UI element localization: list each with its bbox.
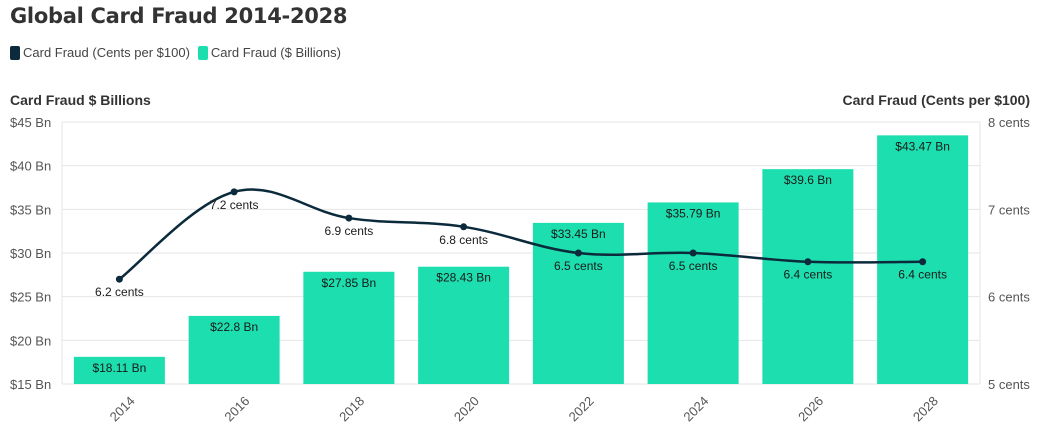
- bar[interactable]: [303, 271, 395, 384]
- left-tick-label: $15 Bn: [10, 377, 51, 392]
- legend-swatch-billions: [197, 45, 208, 60]
- line-data-label: 6.9 cents: [325, 224, 374, 238]
- bar-data-label: $27.85 Bn: [322, 276, 377, 290]
- line-point[interactable]: [919, 258, 927, 266]
- bar-data-label: $35.79 Bn: [666, 206, 721, 220]
- right-tick-label: 6 cents: [988, 290, 1030, 305]
- line-data-label: 7.2 cents: [210, 198, 259, 212]
- line-data-label: 6.5 cents: [669, 259, 718, 273]
- line-data-label: 6.8 cents: [439, 233, 488, 247]
- chart-title: Global Card Fraud 2014-2028: [10, 4, 348, 28]
- right-axis-title: Card Fraud (Cents per $100): [842, 92, 1031, 108]
- legend-swatch-cents: [10, 45, 20, 60]
- left-tick-label: $30 Bn: [10, 246, 51, 261]
- x-tick-label: 2018: [336, 393, 367, 424]
- x-tick-label: 2024: [680, 393, 711, 424]
- line-data-label: 6.5 cents: [554, 259, 603, 273]
- x-tick-label: 2014: [107, 393, 138, 424]
- line-point[interactable]: [804, 258, 812, 266]
- right-tick-label: 7 cents: [988, 202, 1030, 217]
- line-point[interactable]: [460, 223, 468, 231]
- x-tick-label: 2028: [910, 393, 941, 424]
- bar-data-label: $18.11 Bn: [92, 361, 146, 375]
- bar[interactable]: [762, 169, 854, 384]
- x-tick-label: 2016: [221, 393, 252, 424]
- left-tick-label: $35 Bn: [10, 202, 51, 217]
- bar-data-label: $22.8 Bn: [210, 320, 258, 334]
- line-point[interactable]: [574, 249, 582, 257]
- legend-item-billions[interactable]: Card Fraud ($ Billions): [197, 45, 341, 60]
- legend-item-cents[interactable]: Card Fraud (Cents per $100): [10, 45, 190, 60]
- line-data-label: 6.2 cents: [95, 285, 144, 299]
- left-axis-title: Card Fraud $ Billions: [10, 92, 151, 108]
- bar[interactable]: [188, 315, 280, 384]
- bar-data-label: $39.6 Bn: [784, 173, 832, 187]
- line-data-label: 6.4 cents: [898, 268, 947, 282]
- bar[interactable]: [647, 202, 739, 384]
- bar-data-label: $43.47 Bn: [895, 139, 950, 153]
- x-tick-label: 2022: [566, 393, 597, 424]
- line-point[interactable]: [230, 188, 238, 196]
- line-point[interactable]: [345, 214, 353, 222]
- legend: Card Fraud (Cents per $100) Card Fraud (…: [10, 45, 349, 60]
- x-tick-label: 2020: [451, 393, 482, 424]
- bar[interactable]: [73, 356, 165, 384]
- line-data-label: 6.4 cents: [784, 268, 833, 282]
- left-tick-label: $25 Bn: [10, 290, 51, 305]
- x-tick-label: 2026: [795, 393, 826, 424]
- bar-data-label: $33.45 Bn: [551, 227, 606, 241]
- legend-label-cents: Card Fraud (Cents per $100): [23, 45, 190, 60]
- line-point[interactable]: [115, 275, 123, 283]
- left-tick-label: $40 Bn: [10, 159, 51, 174]
- bar-data-label: $28.43 Bn: [436, 271, 491, 285]
- left-tick-label: $45 Bn: [10, 115, 51, 130]
- right-tick-label: 8 cents: [988, 115, 1030, 130]
- line-point[interactable]: [689, 249, 697, 257]
- bar[interactable]: [418, 266, 510, 384]
- left-tick-label: $20 Bn: [10, 333, 51, 348]
- legend-label-billions: Card Fraud ($ Billions): [210, 45, 341, 60]
- right-tick-label: 5 cents: [988, 377, 1030, 392]
